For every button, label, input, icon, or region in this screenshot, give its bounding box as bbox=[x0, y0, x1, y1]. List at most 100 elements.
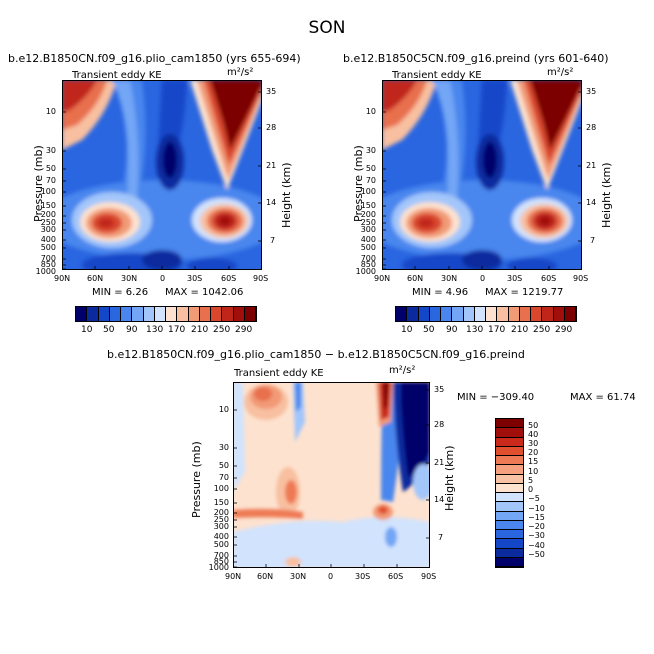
p2-xtick: 0 bbox=[480, 274, 486, 283]
p2-ptick: 50 bbox=[365, 164, 376, 173]
p3-htick: 7 bbox=[438, 533, 444, 542]
p2-ptick: 850 bbox=[360, 260, 376, 269]
p1-htick: 14 bbox=[266, 198, 277, 207]
panel3-ylabel-height: Height (km) bbox=[443, 445, 456, 511]
p1-ptick: 50 bbox=[45, 164, 56, 173]
colorbar-swatch bbox=[109, 307, 121, 321]
panel1-run-title: b.e12.B1850CN.f09_g16.plio_cam1850 (yrs … bbox=[8, 52, 301, 65]
p3-xtick: 90S bbox=[421, 572, 437, 581]
p1-ptick: 300 bbox=[40, 225, 56, 234]
p3-htick: 28 bbox=[434, 420, 445, 429]
panel1-min: MIN = 6.26 bbox=[92, 287, 149, 298]
cb1-label: 170 bbox=[168, 325, 186, 335]
colorbar-swatch bbox=[496, 539, 523, 549]
panel3-colorbar bbox=[495, 418, 524, 568]
cb3-label: −30 bbox=[528, 531, 545, 540]
cb2-label: 290 bbox=[555, 325, 573, 335]
colorbar-swatch bbox=[496, 437, 523, 447]
p3-xtick: 30N bbox=[290, 572, 307, 581]
panel1-colorbar bbox=[75, 306, 257, 322]
p1-ptick: 1000 bbox=[35, 267, 56, 276]
colorbar-swatch bbox=[542, 307, 554, 321]
panel2-field-label: Transient eddy KE bbox=[392, 70, 482, 81]
p1-ptick: 250 bbox=[40, 218, 56, 227]
p3-ptick: 500 bbox=[213, 540, 229, 549]
panel1-ticks bbox=[62, 91, 262, 270]
colorbar-swatch bbox=[132, 307, 144, 321]
colorbar-swatch bbox=[496, 446, 523, 456]
colorbar-swatch bbox=[508, 307, 520, 321]
panel2-ylabel-height: Height (km) bbox=[600, 162, 613, 228]
cb1-label: 10 bbox=[81, 325, 93, 335]
colorbar-swatch bbox=[496, 474, 523, 484]
panel3-units: m²/s² bbox=[389, 365, 416, 376]
colorbar-swatch bbox=[188, 307, 200, 321]
p2-ptick: 100 bbox=[360, 187, 376, 196]
p3-ptick: 100 bbox=[213, 484, 229, 493]
cb2-label: 210 bbox=[511, 325, 529, 335]
cb2-label: 10 bbox=[401, 325, 413, 335]
cb3-label: −20 bbox=[528, 522, 545, 531]
p1-ptick: 150 bbox=[40, 201, 56, 210]
p1-htick: 21 bbox=[266, 161, 277, 170]
p3-ptick: 150 bbox=[213, 498, 229, 507]
p2-xtick: 90S bbox=[573, 274, 589, 283]
p2-htick: 35 bbox=[586, 87, 597, 96]
cb3-label: −10 bbox=[528, 504, 545, 513]
p2-ptick: 300 bbox=[360, 225, 376, 234]
p1-ptick: 850 bbox=[40, 260, 56, 269]
p3-xtick: 30S bbox=[355, 572, 371, 581]
colorbar-swatch bbox=[441, 307, 453, 321]
colorbar-swatch bbox=[199, 307, 211, 321]
panel2-field bbox=[382, 80, 582, 270]
panel2-heatmap bbox=[382, 80, 582, 270]
p1-ptick: 200 bbox=[40, 210, 56, 219]
panel3-max: MAX = 61.74 bbox=[570, 392, 636, 403]
cb1-label: 90 bbox=[126, 325, 138, 335]
p1-xtick: 30S bbox=[187, 274, 203, 283]
colorbar-swatch bbox=[211, 307, 223, 321]
p2-ptick: 1000 bbox=[355, 267, 376, 276]
panel3-field bbox=[233, 382, 430, 568]
colorbar-swatch bbox=[166, 307, 178, 321]
p2-xtick: 60S bbox=[541, 274, 557, 283]
p3-ptick: 200 bbox=[213, 508, 229, 517]
panel1-ylabel-height: Height (km) bbox=[280, 162, 293, 228]
panel1-max: MAX = 1042.06 bbox=[165, 287, 244, 298]
p2-ptick: 700 bbox=[360, 254, 376, 263]
cb3-label: 40 bbox=[528, 430, 539, 439]
panel1-field-label: Transient eddy KE bbox=[72, 70, 162, 81]
p3-ptick: 400 bbox=[213, 532, 229, 541]
colorbar-swatch bbox=[222, 307, 234, 321]
p3-xtick: 0 bbox=[328, 572, 334, 581]
cb3-label: 30 bbox=[528, 439, 539, 448]
colorbar-swatch bbox=[87, 307, 99, 321]
colorbar-swatch bbox=[429, 307, 441, 321]
p3-ptick: 10 bbox=[218, 405, 229, 414]
p2-ptick: 250 bbox=[360, 218, 376, 227]
p3-ptick: 50 bbox=[218, 461, 229, 470]
p1-xtick: 90N bbox=[54, 274, 71, 283]
p1-ptick: 70 bbox=[45, 176, 56, 185]
colorbar-swatch bbox=[463, 307, 475, 321]
p3-ptick: 300 bbox=[213, 522, 229, 531]
colorbar-swatch bbox=[474, 307, 486, 321]
colorbar-swatch bbox=[496, 548, 523, 558]
colorbar-swatch bbox=[496, 502, 523, 512]
cb3-label: 10 bbox=[528, 467, 539, 476]
colorbar-swatch bbox=[496, 456, 523, 466]
cb1-label: 290 bbox=[235, 325, 253, 335]
cb1-label: 130 bbox=[146, 325, 164, 335]
cb3-label: 15 bbox=[528, 457, 539, 466]
panel2-units: m²/s² bbox=[547, 67, 574, 78]
cb2-label: 50 bbox=[423, 325, 435, 335]
colorbar-swatch bbox=[98, 307, 110, 321]
cb3-label: −50 bbox=[528, 550, 545, 559]
p2-ptick: 150 bbox=[360, 201, 376, 210]
cb3-label: 50 bbox=[528, 421, 539, 430]
panel3-min: MIN = −309.40 bbox=[457, 392, 535, 403]
colorbar-swatch bbox=[496, 520, 523, 530]
cb1-label: 250 bbox=[213, 325, 231, 335]
p2-ptick: 70 bbox=[365, 176, 376, 185]
p3-ptick: 1000 bbox=[208, 563, 229, 572]
